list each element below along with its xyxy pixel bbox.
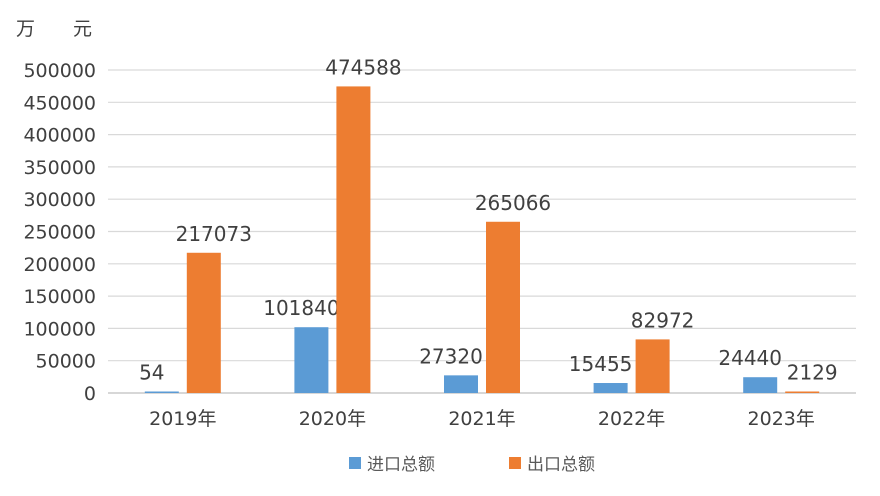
y-tick-label: 300000 [23, 189, 96, 211]
y-tick-label: 450000 [23, 92, 96, 114]
bar-import [144, 391, 179, 393]
y-tick-label: 400000 [23, 125, 96, 147]
bar-export [486, 221, 520, 393]
bar-import [593, 383, 628, 393]
legend-swatch-import [349, 456, 361, 469]
x-tick-label: 2021年 [448, 408, 515, 430]
data-label-export: 2129 [787, 361, 838, 385]
y-axis-unit-label: 万 元 [16, 18, 93, 40]
data-label-export: 474588 [325, 55, 401, 79]
y-tick-label: 50000 [36, 351, 96, 373]
data-label-export: 217073 [176, 222, 252, 246]
data-label-import: 24440 [718, 346, 782, 370]
bar-export [336, 86, 371, 394]
y-tick-label: 200000 [23, 254, 96, 276]
y-tick-label: 0 [84, 383, 96, 405]
x-tick-label: 2019年 [149, 408, 216, 430]
legend-label-import: 进口总额 [367, 455, 435, 475]
data-label-import: 101840 [263, 296, 339, 320]
y-tick-label: 350000 [23, 157, 96, 179]
y-tick-label: 250000 [23, 222, 96, 244]
y-tick-label: 100000 [23, 318, 96, 340]
bar-import [294, 327, 329, 393]
data-label-import: 15455 [569, 352, 633, 376]
x-tick-label: 2020年 [299, 408, 366, 430]
bar-import [743, 377, 778, 393]
x-tick-label: 2023年 [748, 408, 815, 430]
bar-export [785, 391, 820, 393]
bar-import [444, 375, 478, 393]
legend-label-export: 出口总额 [527, 455, 595, 475]
chart-legend: 进口总额 出口总额 [0, 450, 880, 475]
y-tick-label: 150000 [23, 286, 96, 308]
bar-export [635, 339, 670, 393]
data-label-import: 27320 [419, 344, 483, 368]
legend-swatch-export [509, 456, 521, 469]
data-label-export: 82972 [631, 308, 695, 332]
data-label-import: 54 [139, 361, 164, 385]
legend-item-import: 进口总额 [349, 450, 435, 475]
bar-export [186, 252, 221, 393]
legend-item-export: 出口总额 [509, 450, 595, 475]
y-tick-label: 500000 [23, 60, 96, 82]
x-tick-label: 2022年 [598, 408, 665, 430]
data-label-export: 265066 [475, 191, 551, 215]
